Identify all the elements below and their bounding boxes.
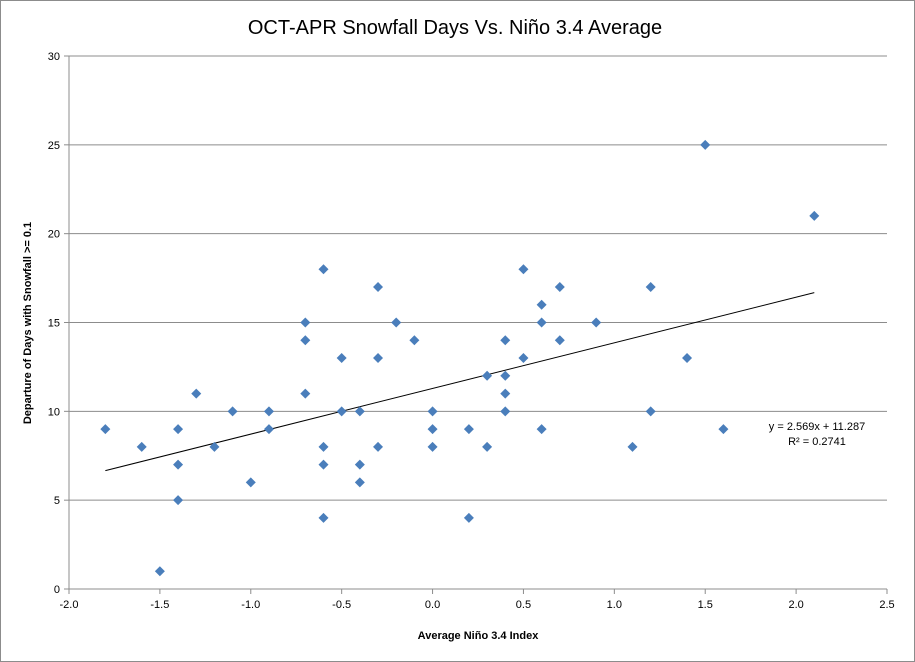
trendline-line [105,292,815,472]
data-point [373,353,384,364]
x-tick-labels: -2.0 -1.5 -1.0 -0.5 0.0 0.5 1.0 1.5 2.0 2.5 [60,599,895,611]
data-point [209,441,220,452]
data-point [263,424,274,435]
data-point [554,281,565,292]
x-axis-label: Average Niño 3.4 Index [418,630,540,642]
x-tick-label: 0.0 [425,599,440,611]
y-axis-label: Departure of Days with Snowfall >= 0.1 [22,222,34,424]
data-point [354,406,365,417]
y-tick-label: 10 [48,406,60,418]
data-point [318,264,329,275]
data-point [554,335,565,346]
y-tick-label: 0 [54,584,60,596]
data-point [409,335,420,346]
data-point [500,406,511,417]
data-point [318,459,329,470]
x-tick-label: 2.5 [879,599,894,611]
x-tick-label: 2.0 [788,599,803,611]
gridlines [69,55,887,501]
data-point [427,441,438,452]
data-point [500,370,511,381]
data-point [136,441,147,452]
x-tick-label: 0.5 [516,599,531,611]
data-point [718,424,729,435]
data-point [427,424,438,435]
data-point [463,424,474,435]
y-tick-label: 20 [48,229,60,241]
data-point [482,441,493,452]
data-point [536,424,547,435]
data-point [154,566,165,577]
data-point [536,317,547,328]
y-tick-label: 25 [48,140,60,152]
data-point [300,317,311,328]
data-point [300,388,311,399]
data-point [318,441,329,452]
data-point [427,406,438,417]
trendline-equation: y = 2.569x + 11.287 [769,421,865,433]
data-point [500,388,511,399]
data-point [536,299,547,310]
data-point [373,441,384,452]
x-tick-label: -2.0 [60,599,79,611]
chart-title: OCT-APR Snowfall Days Vs. Niño 3.4 Avera… [248,17,662,39]
y-tick-label: 5 [54,495,60,507]
x-tick-label: -0.5 [332,599,351,611]
data-point [263,406,274,417]
data-point [191,388,202,399]
data-point [809,210,820,221]
y-tick-label: 30 [48,51,60,63]
data-point [682,353,693,364]
data-point [482,370,493,381]
data-point [336,353,347,364]
data-point [463,512,474,523]
data-point [645,406,656,417]
data-point [391,317,402,328]
data-point [173,459,184,470]
data-point [173,424,184,435]
data-point [627,441,638,452]
data-point [227,406,238,417]
data-point [373,281,384,292]
data-point [173,495,184,506]
x-tick-label: 1.5 [698,599,713,611]
data-point [100,424,111,435]
axes [64,55,888,594]
data-point [518,264,529,275]
data-point [245,477,256,488]
data-point [591,317,602,328]
data-point [300,335,311,346]
y-tick-label: 15 [48,318,60,330]
data-point [354,459,365,470]
data-point [318,512,329,523]
y-tick-labels: 0 5 10 15 20 25 30 [48,51,60,596]
x-tick-label: 1.0 [607,599,622,611]
x-tick-label: -1.0 [241,599,260,611]
data-point [354,477,365,488]
trendline [105,292,815,472]
trendline-r-squared: R² = 0.2741 [788,436,846,448]
data-points [100,139,820,577]
data-point [645,281,656,292]
data-point [500,335,511,346]
x-tick-label: -1.5 [150,599,169,611]
data-point [518,353,529,364]
data-point [700,139,711,150]
data-point [336,406,347,417]
